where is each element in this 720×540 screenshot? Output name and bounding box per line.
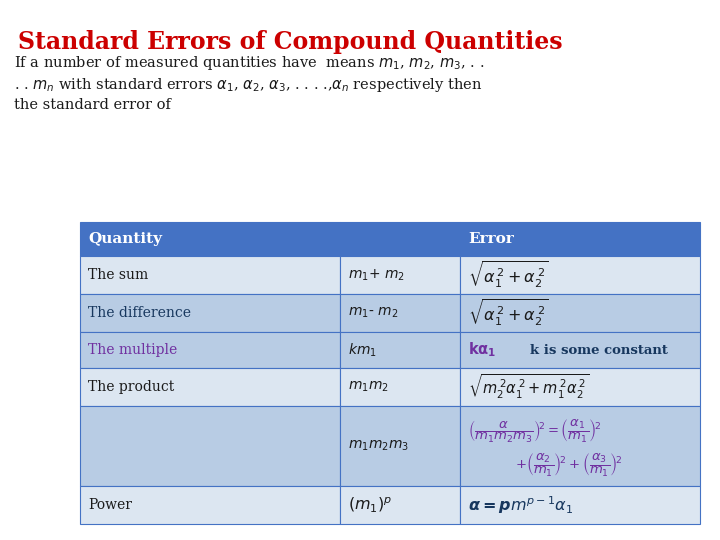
Bar	[80, 222, 340, 256]
Bar	[340, 256, 460, 294]
Text: $m_1$+ $m_2$: $m_1$+ $m_2$	[348, 267, 405, 283]
Text: The sum: The sum	[88, 268, 148, 282]
Bar	[460, 332, 700, 368]
Bar	[460, 294, 700, 332]
Text: $m_1$- $m_2$: $m_1$- $m_2$	[348, 306, 398, 320]
Text: If a number of measured quantities have  means $m_1$, $m_2$, $m_3$, . .: If a number of measured quantities have …	[14, 54, 485, 72]
Bar	[340, 406, 460, 486]
Text: The multiple: The multiple	[88, 343, 177, 357]
Text: $km_1$: $km_1$	[348, 341, 377, 359]
Bar	[460, 256, 700, 294]
Bar	[340, 368, 460, 406]
Text: $m_1 m_2 m_3$: $m_1 m_2 m_3$	[348, 439, 409, 453]
Bar	[460, 486, 700, 524]
Bar	[80, 368, 340, 406]
Text: $\left(\dfrac{\alpha}{m_1 m_2 m_3}\right)^{\!2} = \left(\dfrac{\alpha_1}{m_1}\ri: $\left(\dfrac{\alpha}{m_1 m_2 m_3}\right…	[468, 416, 601, 443]
Bar	[80, 486, 340, 524]
Text: k is some constant: k is some constant	[530, 343, 668, 356]
Text: $\sqrt{m_2^{\,2}\alpha_1^{\,2} + m_1^{\,2}\alpha_2^{\,2}}$: $\sqrt{m_2^{\,2}\alpha_1^{\,2} + m_1^{\,…	[468, 373, 590, 401]
Text: the standard error of: the standard error of	[14, 98, 171, 112]
Bar	[460, 368, 700, 406]
Bar	[460, 406, 700, 486]
Text: $m_1 m_2$: $m_1 m_2$	[348, 380, 389, 394]
Bar	[80, 294, 340, 332]
Text: . . $m_n$ with standard errors $\alpha_1$, $\alpha_2$, $\alpha_3$, . . . .,$\alp: . . $m_n$ with standard errors $\alpha_1…	[14, 76, 482, 94]
Text: $\mathbf{k\alpha_1}$: $\mathbf{k\alpha_1}$	[468, 341, 496, 359]
Bar	[340, 486, 460, 524]
Text: Error: Error	[468, 232, 514, 246]
Text: Standard Errors of Compound Quantities: Standard Errors of Compound Quantities	[18, 30, 562, 54]
Text: $\sqrt{\alpha_1^{\,2} + \alpha_2^{\,2}}$: $\sqrt{\alpha_1^{\,2} + \alpha_2^{\,2}}$	[468, 298, 549, 328]
Bar	[340, 332, 460, 368]
Bar	[460, 222, 700, 256]
Text: The product: The product	[88, 380, 174, 394]
Text: $\boldsymbol{\alpha = pm^{p-1}\alpha_1}$: $\boldsymbol{\alpha = pm^{p-1}\alpha_1}$	[468, 494, 573, 516]
Bar	[340, 294, 460, 332]
Bar	[80, 256, 340, 294]
Bar	[80, 332, 340, 368]
Text: Quantity: Quantity	[88, 232, 162, 246]
Text: Power: Power	[88, 498, 132, 512]
Bar	[340, 222, 460, 256]
Text: $+\left(\dfrac{\alpha_2}{m_1}\right)^{\!2}+\left(\dfrac{\alpha_3}{m_1}\right)^{\: $+\left(\dfrac{\alpha_2}{m_1}\right)^{\!…	[515, 451, 623, 478]
Text: $\sqrt{\alpha_1^{\,2} + \alpha_2^{\,2}}$: $\sqrt{\alpha_1^{\,2} + \alpha_2^{\,2}}$	[468, 260, 549, 290]
Text: The difference: The difference	[88, 306, 191, 320]
Text: $(m_1)^p$: $(m_1)^p$	[348, 496, 392, 515]
Bar	[80, 406, 340, 486]
